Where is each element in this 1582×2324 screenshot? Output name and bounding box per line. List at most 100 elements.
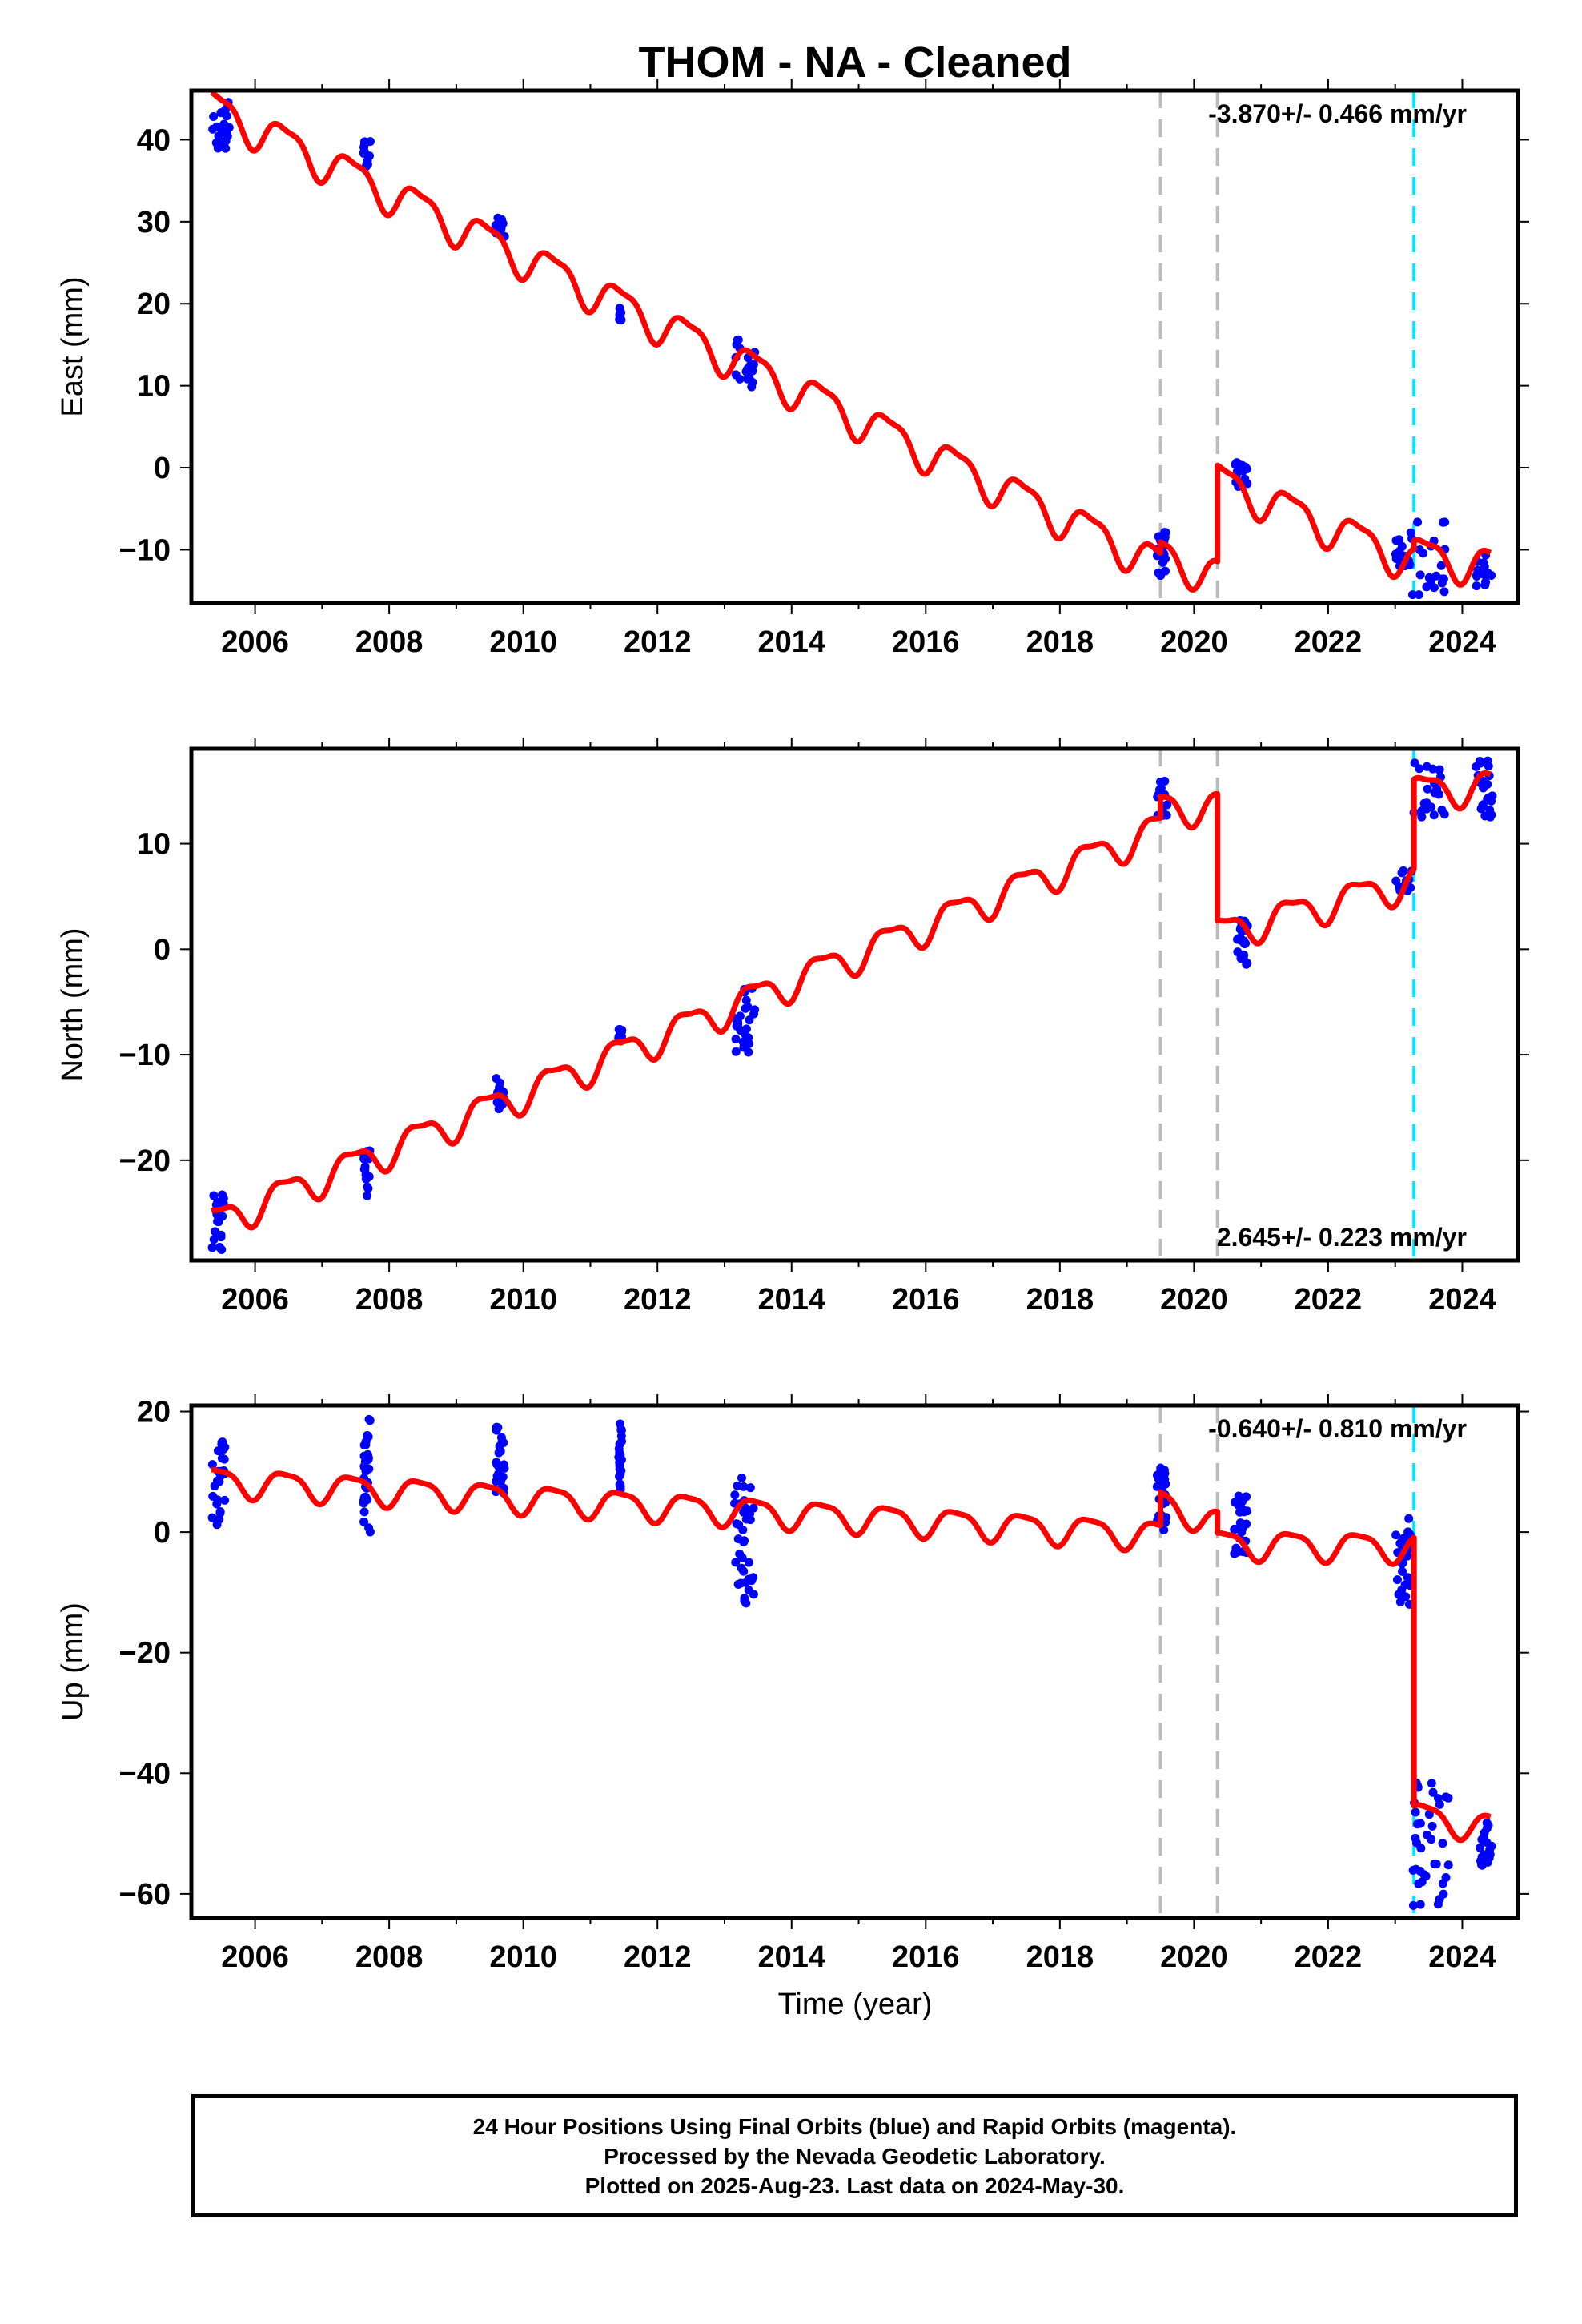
data-point: [1423, 784, 1432, 794]
data-point: [1429, 583, 1439, 593]
data-point: [1232, 458, 1242, 468]
data-point: [1480, 580, 1490, 589]
data-point: [492, 1477, 501, 1486]
up-panel: 2006 2008 2010 2012 2014 2016 2018 2020 2022 2024…: [56, 1394, 1529, 1974]
y-tick-label: −60: [119, 1878, 171, 1912]
x-tick-label: 2016: [892, 1283, 960, 1317]
data-point: [1428, 1787, 1438, 1797]
data-point: [1419, 549, 1428, 558]
data-point: [1404, 1514, 1414, 1523]
footer-line-3: Plotted on 2025-Aug-23. Last data on 202…: [584, 2173, 1125, 2198]
data-point: [1240, 462, 1250, 472]
data-point: [614, 1453, 624, 1462]
data-point: [500, 1463, 509, 1473]
data-point: [616, 1482, 625, 1491]
data-point: [1243, 479, 1252, 489]
data-point: [1436, 561, 1446, 570]
data-point: [731, 1035, 741, 1044]
data-point: [744, 1047, 753, 1057]
data-point: [210, 1482, 219, 1491]
data-point: [492, 1425, 501, 1435]
data-point: [745, 1015, 754, 1025]
model-curve: [209, 770, 1493, 1231]
data-point: [1427, 1821, 1437, 1831]
data-point: [359, 1517, 369, 1526]
data-point: [744, 1558, 753, 1567]
data-point: [1410, 758, 1419, 768]
data-point: [1487, 571, 1496, 581]
data-point: [1415, 1900, 1425, 1909]
x-tick-label: 2022: [1295, 1283, 1363, 1317]
data-point: [363, 1455, 373, 1465]
data-point: [1476, 1843, 1485, 1852]
data-point: [616, 1431, 626, 1441]
data-point: [1156, 571, 1166, 581]
data-point: [741, 1514, 751, 1524]
data-point: [1413, 517, 1423, 527]
data-point: [733, 335, 742, 344]
data-point: [363, 1432, 373, 1441]
data-point: [1417, 806, 1427, 816]
data-point: [207, 1243, 217, 1252]
velocity-label: -3.870+/- 0.466 mm/yr: [1208, 99, 1467, 128]
data-point: [1391, 1530, 1401, 1540]
data-point: [745, 365, 754, 375]
y-tick-label: 30: [137, 206, 171, 239]
data-point: [1239, 1519, 1248, 1529]
data-point: [211, 1200, 221, 1210]
data-point: [730, 1490, 740, 1500]
data-point: [1398, 1566, 1407, 1576]
x-tick-label: 2020: [1160, 1283, 1228, 1317]
data-point: [614, 1031, 624, 1041]
y-tick-label: 10: [137, 370, 171, 404]
x-tick-label: 2016: [892, 1940, 960, 1974]
data-point: [220, 1495, 230, 1505]
data-point: [732, 1519, 741, 1529]
data-point: [1485, 1845, 1495, 1855]
data-point: [1395, 553, 1405, 563]
data-point: [1421, 1872, 1431, 1881]
data-point: [494, 1469, 504, 1478]
data-point: [1483, 779, 1492, 789]
y-tick-label: −10: [119, 1039, 171, 1072]
data-point: [359, 1507, 369, 1517]
data-point: [1414, 590, 1423, 600]
data-point: [364, 1464, 374, 1474]
data-point: [359, 1441, 369, 1450]
data-point: [747, 382, 757, 392]
data-point: [1424, 1810, 1434, 1819]
data-point: [217, 1437, 227, 1447]
data-point: [1156, 1466, 1166, 1475]
data-point: [1231, 1498, 1240, 1507]
x-tick-label: 2006: [221, 1283, 289, 1317]
y-tick-label: 10: [137, 828, 171, 862]
north-panel: 2006 2008 2010 2012 2014 2016 2018 2020 2022 2024…: [56, 738, 1529, 1317]
data-point: [1411, 1838, 1421, 1848]
data-point: [492, 1097, 502, 1107]
data-point: [1487, 810, 1496, 820]
data-point: [1430, 1859, 1439, 1868]
data-point: [1415, 570, 1425, 580]
data-point: [1413, 1819, 1423, 1829]
x-tick-label: 2024: [1428, 1940, 1496, 1974]
data-point: [1231, 1543, 1241, 1553]
data-point: [213, 1495, 223, 1505]
x-tick-label: 2008: [355, 1283, 424, 1317]
y-axis-label: East (mm): [56, 276, 90, 416]
data-point: [1422, 582, 1431, 592]
data-point: [616, 1419, 625, 1429]
data-point: [1408, 1900, 1418, 1910]
y-axis-label: North (mm): [56, 927, 90, 1081]
x-tick-label: 2018: [1026, 1940, 1094, 1974]
x-tick-label: 2016: [892, 625, 960, 659]
x-tick-label: 2010: [489, 1283, 557, 1317]
data-point: [733, 1481, 742, 1490]
data-point: [745, 1483, 755, 1493]
data-point: [1480, 1828, 1489, 1838]
data-point: [1439, 810, 1449, 819]
data-point: [212, 1520, 222, 1530]
data-point: [1236, 935, 1246, 945]
x-tick-label: 2012: [624, 625, 692, 659]
data-point: [1426, 802, 1435, 812]
data-point: [747, 1576, 757, 1586]
